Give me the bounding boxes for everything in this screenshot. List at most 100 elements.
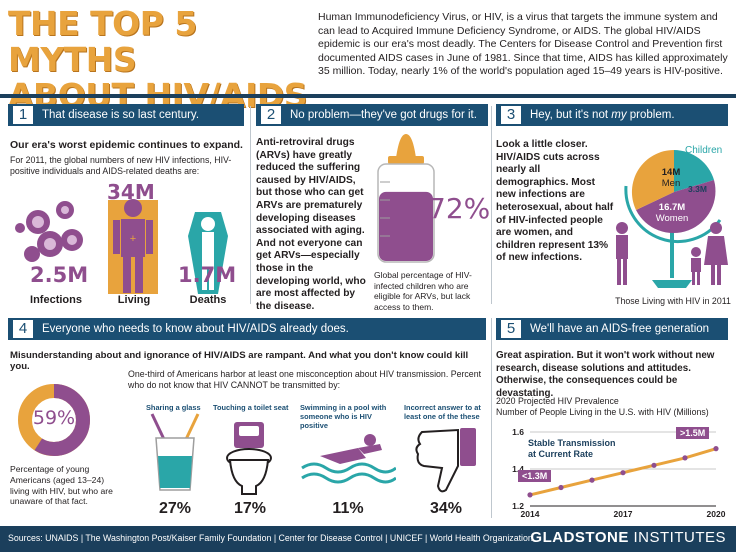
s5-headline: Great aspiration. But it won't work with… <box>496 350 715 399</box>
section-5: 5 We'll have an AIDS-free generation soo… <box>496 318 728 357</box>
s5-start-callout: <1.3M <box>518 470 552 482</box>
brand-logo: GLADSTONE INSTITUTES <box>530 529 726 546</box>
s1-headline: Our era's worst epidemic continues to ex… <box>10 139 243 151</box>
s3-men-label: Men <box>661 178 681 189</box>
section-1-number: 1 <box>12 105 34 125</box>
footer-bar <box>0 526 736 552</box>
section-3: 3 Hey, but it's not my problem. <box>496 104 728 126</box>
coffin-icon <box>188 212 228 294</box>
s3-men-value: 14M <box>661 167 681 178</box>
divider-3 <box>491 318 492 518</box>
s4-item-1-value: 27% <box>158 500 192 517</box>
x-tick-label: 2017 <box>614 509 633 519</box>
s1-infections-label: Infections <box>30 294 82 306</box>
s3-body: Look a little closer. HIV/AIDS cuts acro… <box>496 139 614 264</box>
divider-1 <box>250 106 251 304</box>
s4-item-1-label: Sharing a glass <box>146 403 201 412</box>
s2-bottle-value: 72% <box>428 192 491 225</box>
s4-intro: One-third of Americans harbor at least o… <box>128 369 482 390</box>
demographics-pie <box>631 149 716 234</box>
section-3-number: 3 <box>500 105 522 125</box>
section-4: 4 Everyone who needs to know about HIV/A… <box>8 318 486 340</box>
s4-donut-value: 59% <box>32 407 76 429</box>
donut-value-arc <box>18 384 90 456</box>
baby-bottle-icon <box>377 134 435 263</box>
s1-deaths-value: 1.7M <box>178 263 237 287</box>
s1-infections-value: 2.5M <box>30 263 89 287</box>
s4-item-3-label: Swimming in a pool with someone who is H… <box>300 403 387 430</box>
intro-paragraph: Human Immunodeficiency Virus, or HIV, is… <box>318 11 728 78</box>
section-2: 2 No problem—they've got drugs for it. <box>256 104 488 126</box>
section-2-number: 2 <box>260 105 282 125</box>
section-3-title-em: my <box>611 109 627 121</box>
s3-globe-illustration <box>616 149 728 288</box>
section-1-title: That disease is so last century. <box>42 109 200 121</box>
section-5-title: We'll have an AIDS-free generation soon. <box>530 323 710 357</box>
glass-icon <box>150 413 200 491</box>
s4-headline: Misunderstanding about and ignorance of … <box>10 350 469 372</box>
series-points <box>527 446 719 498</box>
series-point <box>589 477 595 483</box>
s2-caption: Global percentage of HIV-infected childr… <box>374 270 472 312</box>
section-4-bar: 4 Everyone who needs to know about HIV/A… <box>8 318 486 340</box>
chart-ticks: 1.2 1.4 1.6 2014 2017 2020 <box>512 427 726 519</box>
thumbs-down-icon <box>415 428 476 493</box>
s5-chart-title-line-1: 2020 Projected HIV Prevalence <box>496 396 619 406</box>
series-point <box>651 462 657 468</box>
s1-description: For 2011, the global numbers of new HIV … <box>10 155 232 176</box>
x-tick-label: 2020 <box>707 509 726 519</box>
person-icon: + <box>108 199 158 294</box>
pie-slice-women <box>636 180 716 234</box>
series-point <box>620 470 626 476</box>
title-line-1: THE TOP 5 MYTHS <box>8 4 197 79</box>
s2-body: Anti-retroviral drugs (ARVs) have greatl… <box>256 137 366 312</box>
section-1-bar: 1 That disease is so last century. <box>8 104 244 126</box>
series-point <box>558 484 564 491</box>
divider-2 <box>491 106 492 304</box>
svg-text:+: + <box>130 233 136 245</box>
brand-light: INSTITUTES <box>628 529 726 546</box>
x-tick-label: 2014 <box>521 509 540 519</box>
swimmer-icon <box>301 434 396 484</box>
series-point <box>713 446 719 452</box>
s4-donut <box>18 384 90 456</box>
s3-caption: Those Living with HIV in 2011 <box>615 296 731 306</box>
s3-children-label: Children <box>685 145 723 156</box>
s4-donut-caption: Percentage of young Americans (aged 13–2… <box>10 464 113 507</box>
y-tick-label: 1.2 <box>512 501 524 511</box>
s1-living-value: 34M <box>107 180 155 204</box>
s3-children-value: 3.3M <box>688 184 707 194</box>
s1-illustration: + <box>15 199 228 294</box>
s4-item-4-label: Incorrect answer to at least one of the … <box>404 403 481 421</box>
section-3-title-suffix: problem. <box>626 109 675 121</box>
header-rule <box>0 94 736 98</box>
bottle-fill <box>379 191 433 261</box>
s5-chart-title-line-2: Number of People Living in the U.S. with… <box>496 407 709 417</box>
section-5-bar: 5 We'll have an AIDS-free generation soo… <box>496 318 728 357</box>
virus-icon <box>15 201 83 262</box>
toilet-icon <box>226 422 272 495</box>
s5-annotation-line-2: at Current Rate <box>528 449 594 459</box>
section-5-number: 5 <box>500 319 522 339</box>
s5-end-callout: >1.5M <box>676 427 710 439</box>
section-3-title-prefix: Hey, but it's not <box>530 109 612 121</box>
s4-item-4-value: 34% <box>429 500 463 517</box>
section-4-number: 4 <box>12 319 34 339</box>
pie-slice-men <box>631 149 674 210</box>
footer-sources: Sources: UNAIDS | The Washington Post/Ka… <box>8 533 533 543</box>
s4-item-2-label: Touching a toilet seat <box>213 403 289 412</box>
s1-living-label: Living <box>117 294 151 306</box>
series-point <box>682 455 688 461</box>
s1-deaths-label: Deaths <box>189 294 227 306</box>
section-4-title: Everyone who needs to know about HIV/AID… <box>42 323 349 335</box>
pie-slice-children <box>674 150 714 192</box>
s4-item-2-value: 17% <box>233 500 267 517</box>
section-1: 1 That disease is so last century. <box>8 104 244 126</box>
s4-item-3-value: 11% <box>332 500 364 517</box>
section-3-bar: 3 Hey, but it's not my problem. <box>496 104 728 126</box>
family-icon <box>616 222 728 285</box>
s3-women-label: Women <box>655 213 689 224</box>
s3-women-value: 16.7M <box>658 202 686 213</box>
y-tick-label: 1.6 <box>512 427 524 437</box>
section-2-bar: 2 No problem—they've got drugs for it. <box>256 104 488 126</box>
